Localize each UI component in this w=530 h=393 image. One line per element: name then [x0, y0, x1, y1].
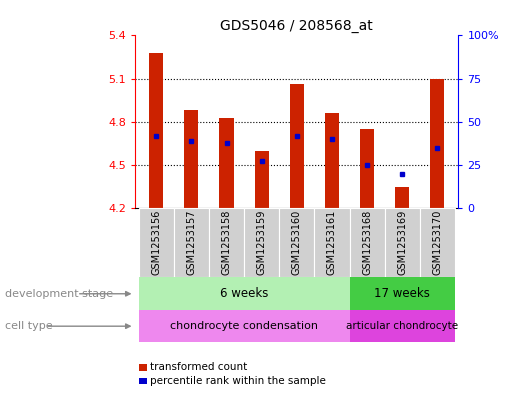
Text: percentile rank within the sample: percentile rank within the sample — [151, 376, 326, 386]
Text: GSM1253157: GSM1253157 — [187, 210, 197, 275]
Text: cell type: cell type — [5, 321, 53, 331]
Text: 6 weeks: 6 weeks — [220, 287, 268, 300]
Text: GSM1253169: GSM1253169 — [397, 210, 407, 275]
Bar — [325, 113, 339, 208]
Text: GSM1253156: GSM1253156 — [151, 210, 161, 275]
Bar — [360, 129, 374, 208]
Text: chondrocyte condensation: chondrocyte condensation — [170, 321, 318, 331]
Text: GSM1253170: GSM1253170 — [432, 210, 443, 275]
Title: GDS5046 / 208568_at: GDS5046 / 208568_at — [220, 19, 373, 33]
Text: 17 weeks: 17 weeks — [374, 287, 430, 300]
Bar — [184, 110, 198, 208]
Bar — [219, 118, 234, 208]
Bar — [395, 187, 409, 208]
Text: GSM1253161: GSM1253161 — [327, 210, 337, 275]
Text: articular chondrocyte: articular chondrocyte — [346, 321, 458, 331]
Bar — [254, 151, 269, 208]
Bar — [149, 53, 163, 208]
Text: GSM1253168: GSM1253168 — [362, 210, 372, 275]
Text: GSM1253158: GSM1253158 — [222, 210, 232, 275]
Bar — [290, 84, 304, 208]
Text: transformed count: transformed count — [151, 362, 248, 373]
Text: GSM1253160: GSM1253160 — [292, 210, 302, 275]
Text: GSM1253159: GSM1253159 — [257, 210, 267, 275]
Text: development stage: development stage — [5, 289, 113, 299]
Bar — [430, 79, 444, 208]
